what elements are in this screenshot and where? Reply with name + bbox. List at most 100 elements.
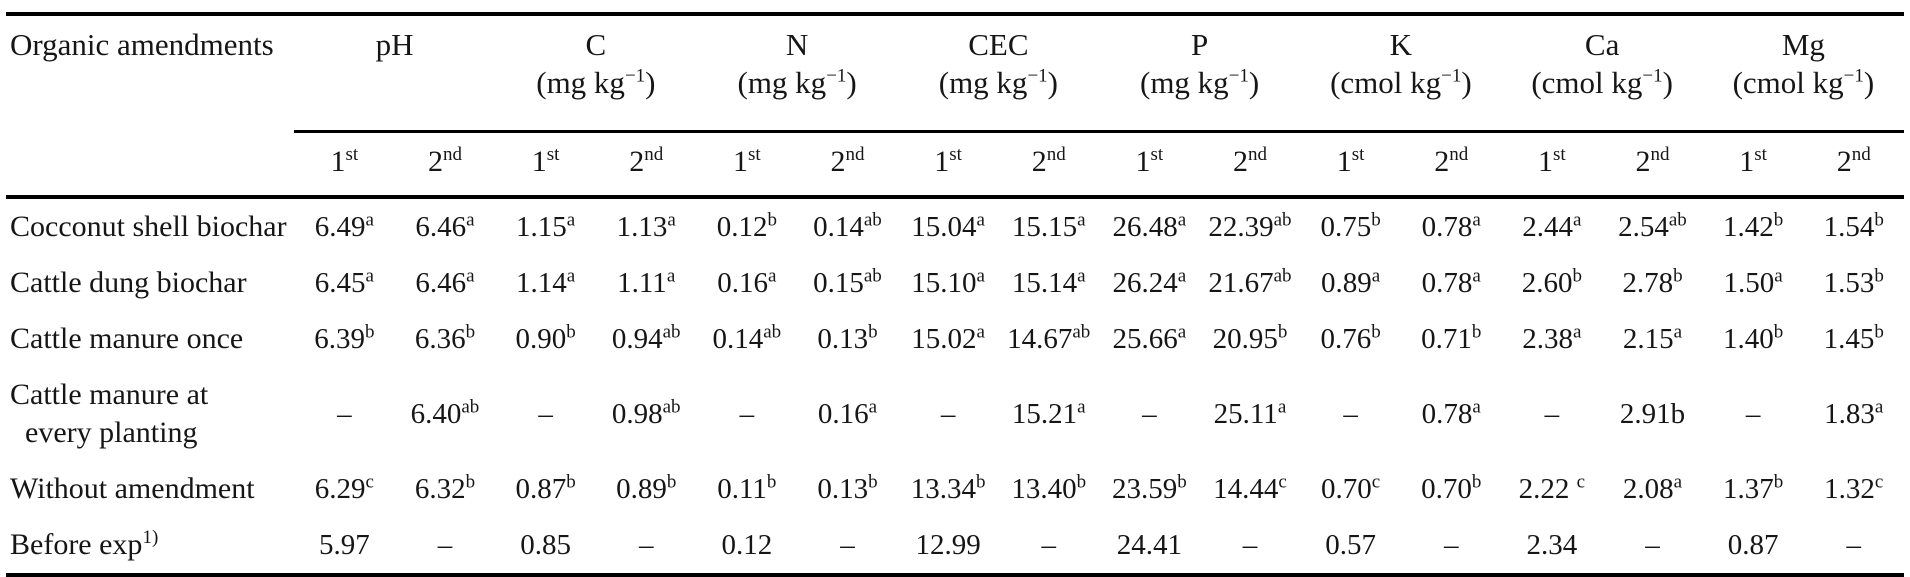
data-cell: 1.11a [617,265,676,299]
superscript-label: a [976,265,985,287]
superscript-label: b [1874,209,1884,231]
data-cell: 1.45b [1823,321,1884,355]
superscript-label: a [976,209,985,231]
superscript-label: nd [644,144,664,165]
superscript-label: st [546,144,560,165]
superscript-label: nd [1247,144,1267,165]
group-unit: (cmol kg−1) [1330,65,1472,100]
data-cell: 21.67ab [1208,265,1292,299]
superscript-label: nd [1449,144,1469,165]
data-cell: 0.12b [716,209,777,243]
superscript-label: a [1077,209,1086,231]
data-cell: 12.99 [915,529,981,561]
superscript-label: ab [1273,209,1292,231]
data-cell: 0.89a [1320,265,1381,299]
superscript-label: b [1773,321,1784,343]
superscript-label: ab [763,321,782,343]
superscript-label: b [1371,321,1381,343]
group-name: C [585,27,607,62]
data-cell: – [337,398,352,430]
data-cell: 6.46a [415,209,475,243]
table-row: Cattle dung biochar 6.45a 6.46a 1.14a 1.11a 0… [6,255,1904,311]
table-row: Before exp1) 5.97 – 0.85 – 0.12 – 12.99 – 24.41 – 0… [6,517,1904,575]
group-name: CEC [968,27,1029,62]
data-cell: 26.48a [1112,209,1187,243]
superscript-label: b [767,209,777,231]
superscript-label: a [566,265,576,287]
data-cell: 2.15a [1622,321,1683,355]
superscript-label: b [566,471,576,493]
superscript-label: a [1177,209,1187,231]
subheader-ph-second: 2nd [394,131,496,199]
superscript-label: 1) [142,527,159,548]
data-cell: 1.15a [515,209,576,243]
data-cell: – [1443,529,1459,561]
subheader-row: 1st 2nd 1st 2nd 1st 2nd 1st 2nd 1st 2nd 1st 2nd 1st 2… [6,131,1904,199]
data-cell: – [840,529,855,561]
table-row: Without amendment 6.29c 6.32b 0.87b 0.89b 0.1… [6,461,1904,517]
superscript-label: −1 [1843,65,1864,87]
group-header-c: C (mg kg−1) [495,14,697,133]
superscript-label: b [465,321,476,343]
data-cell: 24.41 [1116,529,1182,561]
data-cell: 15.02a [911,321,985,355]
data-cell: 1.40b [1722,321,1784,355]
data-cell: 0.78a [1421,396,1481,430]
row-label: Cocconut shell biochar [10,210,287,243]
superscript-label: a [365,265,374,287]
data-cell: – [638,529,654,561]
data-cell: 0.89b [616,471,677,505]
table-body: Cocconut shell biochar 6.49a 6.46a 1.15a 1.1… [6,197,1904,575]
group-unit: (cmol kg−1) [1531,65,1673,100]
data-cell: 6.40ab [410,396,480,430]
superscript-label: a [1874,396,1884,418]
superscript-label: a [365,209,374,231]
superscript-label: a [466,265,475,287]
data-cell: 2.44a [1522,209,1582,243]
group-unit: (mg kg−1) [536,65,656,100]
superscript-label: b [975,471,986,493]
table-row: Cattle manure once 6.39b 6.36b 0.90b 0.94ab 0… [6,311,1904,367]
data-cell: 6.29c [314,471,374,505]
data-cell: 25.66a [1112,321,1187,355]
superscript-label: c [1576,471,1586,493]
superscript-label: a [976,321,985,343]
data-cell: 2.54ab [1618,209,1687,243]
superscript-label: a [1774,265,1783,287]
superscript-label: −1 [826,65,847,87]
superscript-label: ab [863,265,882,287]
data-cell: 0.14ab [712,321,782,355]
data-cell: – [940,398,956,430]
data-cell: 1.14a [515,265,576,299]
superscript-label: −1 [1642,65,1663,87]
data-cell: – [1242,529,1258,561]
superscript-label: b [1076,471,1087,493]
superscript-label: b [1874,321,1884,343]
data-cell: 6.39b [314,321,375,355]
group-header-n: N (mg kg−1) [696,14,898,133]
data-cell: – [437,529,453,561]
superscript-label: b [766,471,777,493]
superscript-label: b [1572,265,1582,287]
superscript-label: c [365,471,374,493]
group-name: N [785,27,809,62]
data-cell: 15.10a [911,265,985,299]
superscript-label: −1 [624,65,646,87]
data-cell: 0.16a [717,265,777,299]
superscript-label: a [767,265,777,287]
data-cell: 22.39ab [1208,209,1292,243]
superscript-label: a [666,265,676,287]
subheader-mg-second: 2nd [1803,131,1904,199]
data-cell: 14.44c [1213,471,1287,505]
superscript-label: a [1472,396,1481,418]
data-cell: – [1343,398,1358,430]
superscript-label: a [1472,209,1481,231]
data-cell: 15.14a [1011,265,1086,299]
superscript-label: st [1754,144,1767,165]
superscript-label: nd [1046,144,1066,165]
data-cell: 0.16a [817,396,878,430]
group-header-k: K (cmol kg−1) [1300,14,1502,133]
group-name: Mg [1781,27,1825,62]
superscript-label: nd [442,144,462,165]
superscript-label: a [1077,396,1086,418]
